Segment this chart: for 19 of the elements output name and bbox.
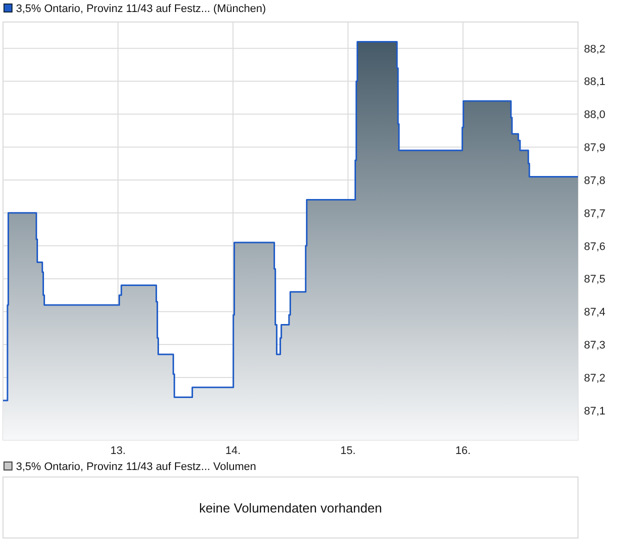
x-tick-label: 13. [110,445,126,457]
y-tick-label: 87,9 [584,142,606,154]
y-tick-label: 87,4 [584,306,606,319]
y-tick-label: 87,2 [584,372,606,384]
text: keine Volumendaten vorhanden [199,500,382,516]
y-tick-label: 88,0 [584,109,606,122]
y-tick-label: 87,1 [584,405,606,418]
y-tick-label: 87,6 [584,240,606,253]
y-tick-label: 87,3 [584,340,606,352]
y-tick-label: 87,5 [584,274,606,286]
x-tick-label: 14. [225,445,241,457]
y-tick-label: 88,2 [584,43,606,56]
x-tick-label: 16. [455,445,471,457]
y-tick-label: 87,7 [584,208,606,220]
text: 3,5% Ontario, Provinz 11/43 auf Festz... Volumen [16,461,256,473]
y-tick-label: 87,8 [584,174,606,187]
legend-label: 3,5% Ontario, Provinz 11/43 auf Festz... (München) [16,3,266,15]
x-tick-label: 15. [340,445,356,457]
y-tick-label: 88,1 [584,76,606,88]
